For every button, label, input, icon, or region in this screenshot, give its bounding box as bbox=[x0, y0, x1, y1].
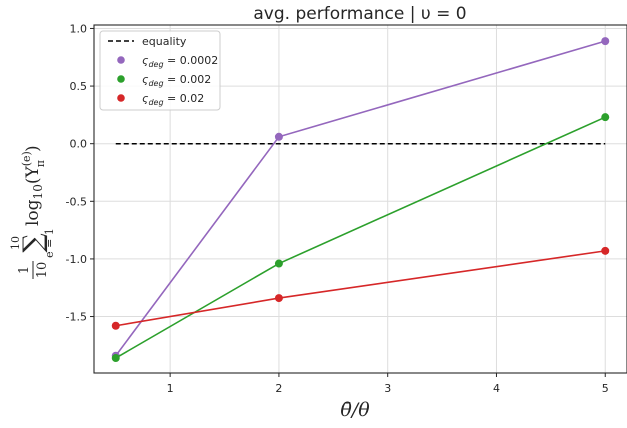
x-axis-label: θ̄/θ bbox=[340, 399, 370, 421]
y-label-term: log10(Υ(e)π) bbox=[20, 145, 47, 226]
series-group bbox=[111, 37, 610, 363]
data-point bbox=[601, 246, 610, 255]
legend-marker bbox=[117, 56, 125, 64]
legend-label-subscript: deg bbox=[148, 98, 163, 107]
y-label-arg-sub: π bbox=[34, 160, 47, 167]
legend-box bbox=[99, 30, 221, 111]
x-tick-label: 4 bbox=[493, 382, 500, 395]
legend-label-subscript: deg bbox=[148, 79, 163, 88]
y-label-arg-sup: (e) bbox=[20, 151, 33, 166]
data-point bbox=[274, 132, 283, 141]
y-tick-label: 0.0 bbox=[70, 138, 88, 151]
series-3 bbox=[111, 246, 610, 330]
legend-label-symbol: ς bbox=[142, 73, 149, 86]
y-tick-label: -1.0 bbox=[66, 253, 87, 266]
legend-label-value: = 0.002 bbox=[164, 73, 212, 86]
data-point bbox=[111, 321, 120, 330]
y-label-sum-top: 10 bbox=[9, 236, 22, 250]
chart-title: avg. performance | υ = 0 bbox=[253, 4, 466, 24]
legend-label: ςdeg = 0.0002 bbox=[142, 54, 218, 69]
data-point bbox=[601, 113, 610, 122]
legend-label-symbol: ς bbox=[142, 54, 149, 67]
data-point bbox=[601, 37, 610, 46]
data-point bbox=[274, 259, 283, 268]
x-tick-label: 2 bbox=[275, 382, 282, 395]
plot-area-frame bbox=[93, 24, 627, 374]
legend-label: ςdeg = 0.002 bbox=[142, 73, 211, 88]
tick-labels: 1 2 3 4 5 1.0 0.5 0.0 -0.5 -1.0 -1.5 bbox=[66, 22, 609, 395]
y-label-frac-den: 10 bbox=[35, 262, 50, 279]
y-tick-label: -1.5 bbox=[66, 311, 87, 324]
y-label-sum-symbol: ∑ bbox=[18, 233, 49, 252]
legend-label: ςdeg = 0.02 bbox=[142, 92, 204, 107]
x-tick-label: 5 bbox=[602, 382, 609, 395]
legend-label-value: = 0.0002 bbox=[164, 54, 219, 67]
x-tick-label: 1 bbox=[167, 382, 174, 395]
y-label-log: log bbox=[23, 199, 43, 226]
y-axis-label: 1 10 10 ∑ e = 1 log10(Υ(e)π) bbox=[9, 145, 56, 279]
legend-label-value: = 0.02 bbox=[164, 92, 205, 105]
y-label-log-base: 10 bbox=[31, 184, 45, 199]
legend-marker bbox=[117, 94, 125, 102]
y-label-frac-num: 1 bbox=[17, 266, 32, 274]
legend-label-subscript: deg bbox=[148, 60, 163, 69]
y-tick-label: 0.5 bbox=[70, 80, 88, 93]
y-tick-label: 1.0 bbox=[70, 22, 88, 35]
legend-equality-label: equality bbox=[142, 35, 187, 48]
data-point bbox=[111, 354, 120, 363]
legend-label-symbol: ς bbox=[142, 92, 149, 105]
series-2 bbox=[111, 113, 610, 363]
series-line bbox=[115, 250, 606, 327]
x-tick-label: 3 bbox=[384, 382, 391, 395]
y-tick-label: -0.5 bbox=[66, 195, 87, 208]
y-label-arg: (Υ bbox=[23, 166, 43, 185]
legend-marker bbox=[117, 75, 125, 83]
y-label-sum-bottom: e = 1 bbox=[43, 228, 56, 258]
data-point bbox=[274, 294, 283, 303]
y-label-close: ) bbox=[23, 145, 43, 152]
series-line bbox=[115, 116, 606, 359]
